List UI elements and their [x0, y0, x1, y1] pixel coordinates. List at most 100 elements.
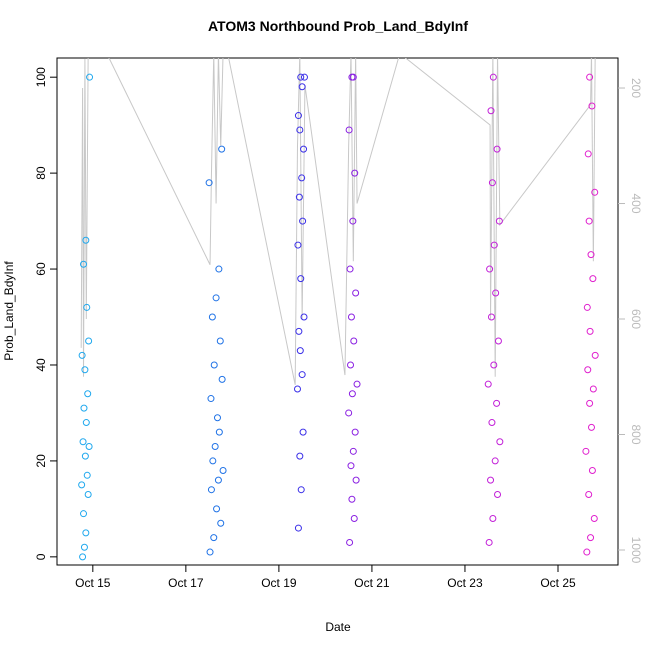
point [208, 313, 216, 321]
x-tick-label: Oct 15 [75, 576, 111, 590]
point [491, 457, 499, 465]
y2-tick-label: 200 [629, 78, 643, 98]
point [210, 361, 218, 369]
point [207, 395, 215, 403]
point [349, 447, 357, 455]
point [586, 73, 594, 81]
point [78, 481, 86, 489]
point [209, 457, 217, 465]
point [589, 275, 597, 283]
point [218, 145, 226, 153]
point [206, 548, 214, 556]
point [488, 179, 496, 187]
point [79, 553, 87, 561]
point [586, 399, 594, 407]
point [295, 327, 303, 335]
point [487, 476, 495, 484]
point [496, 438, 504, 446]
point [297, 73, 305, 81]
point [78, 351, 86, 359]
point [588, 102, 596, 110]
point [212, 294, 220, 302]
point [215, 265, 223, 273]
point [299, 428, 307, 436]
x-tick-label: Oct 25 [540, 576, 576, 590]
point [85, 337, 93, 345]
point [350, 337, 358, 345]
point [351, 169, 359, 177]
point [586, 327, 594, 335]
y-tick-label: 0 [34, 553, 48, 560]
point [213, 414, 221, 422]
point [495, 217, 503, 225]
point [345, 409, 353, 417]
point [349, 217, 357, 225]
point [493, 145, 501, 153]
point [294, 112, 302, 120]
point [352, 476, 360, 484]
y2-tick-label: 1000 [629, 537, 643, 564]
x-tick-label: Oct 19 [261, 576, 297, 590]
point [216, 337, 224, 345]
point [82, 419, 90, 427]
point [591, 188, 599, 196]
point [484, 380, 492, 388]
point [584, 366, 592, 374]
y-tick-label: 80 [34, 166, 48, 180]
point [210, 534, 218, 542]
point [348, 495, 356, 503]
y2-tick-label: 600 [629, 309, 643, 329]
point [298, 83, 306, 91]
point [590, 514, 598, 522]
point [494, 490, 502, 498]
point [86, 73, 94, 81]
point [213, 505, 221, 513]
point [81, 452, 89, 460]
point [583, 303, 591, 311]
point [80, 510, 88, 518]
point [489, 73, 497, 81]
point [298, 174, 306, 182]
point [207, 486, 215, 494]
point [489, 514, 497, 522]
y-tick-label: 60 [34, 262, 48, 276]
point [82, 236, 90, 244]
point [214, 476, 222, 484]
point [293, 385, 301, 393]
point [584, 150, 592, 158]
point [587, 423, 595, 431]
point [487, 107, 495, 115]
point [345, 126, 353, 134]
y-tick-label: 20 [34, 454, 48, 468]
x-tick-label: Oct 23 [447, 576, 483, 590]
point [585, 217, 593, 225]
point [84, 390, 92, 398]
point [352, 289, 360, 297]
point [294, 524, 302, 532]
point [219, 467, 227, 475]
y2-tick-label: 400 [629, 194, 643, 214]
point [295, 193, 303, 201]
x-axis-label: Date [325, 620, 351, 634]
point [588, 467, 596, 475]
point [349, 73, 357, 81]
point [488, 419, 496, 427]
point [353, 380, 361, 388]
point [80, 404, 88, 412]
point [300, 313, 308, 321]
point [215, 428, 223, 436]
point [490, 361, 498, 369]
point [589, 385, 597, 393]
point [485, 538, 493, 546]
y-tick-label: 40 [34, 358, 48, 372]
point [294, 241, 302, 249]
point [205, 179, 213, 187]
line [80, 58, 596, 385]
point [300, 73, 308, 81]
y-axis-label: Prob_Land_BdyInf [2, 261, 16, 361]
point [79, 438, 87, 446]
point [217, 519, 225, 527]
point [585, 490, 593, 498]
point [591, 351, 599, 359]
point [298, 371, 306, 379]
